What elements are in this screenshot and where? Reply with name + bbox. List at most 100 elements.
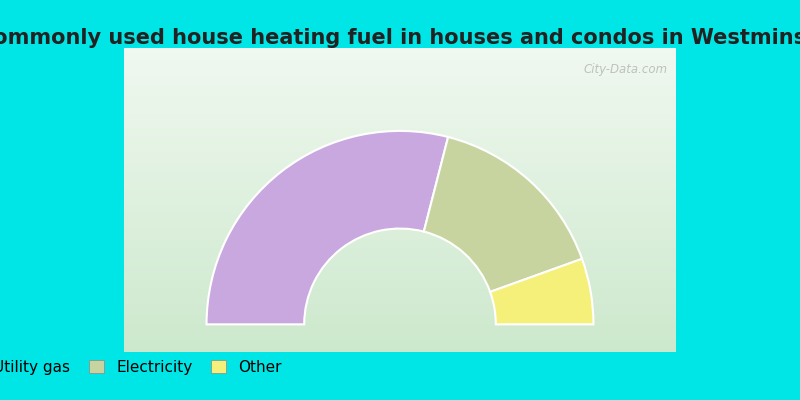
Bar [124, 331, 676, 332]
Bar [124, 136, 676, 138]
Bar [124, 270, 676, 272]
Bar [124, 138, 676, 139]
Bar [124, 121, 676, 122]
Bar [124, 267, 676, 268]
Bar [124, 171, 676, 173]
Bar [124, 48, 676, 50]
Bar [124, 177, 676, 179]
Bar [124, 344, 676, 346]
Bar [124, 294, 676, 296]
Bar [124, 107, 676, 109]
Bar [124, 106, 676, 107]
Bar [124, 211, 676, 212]
Bar [124, 306, 676, 308]
Bar [124, 285, 676, 287]
Bar [124, 59, 676, 60]
Bar [124, 142, 676, 144]
Bar [124, 276, 676, 278]
Bar [124, 341, 676, 343]
Bar [124, 148, 676, 150]
Bar [124, 223, 676, 224]
Bar [124, 264, 676, 265]
Bar [124, 261, 676, 262]
Bar [124, 350, 676, 352]
Bar [124, 75, 676, 77]
Bar [124, 346, 676, 348]
Bar [124, 80, 676, 82]
Bar [124, 82, 676, 83]
Bar [124, 71, 676, 72]
Bar [124, 153, 676, 154]
Bar [124, 52, 676, 54]
Bar [124, 126, 676, 127]
Bar [124, 150, 676, 151]
Bar [124, 311, 676, 312]
Bar [124, 218, 676, 220]
Bar [124, 183, 676, 185]
Bar [124, 113, 676, 115]
Bar [124, 130, 676, 132]
Bar [124, 253, 676, 255]
Bar [124, 343, 676, 344]
Bar [124, 296, 676, 297]
Bar [124, 224, 676, 226]
Bar [124, 332, 676, 334]
Bar [124, 328, 676, 329]
Bar [124, 314, 676, 316]
Bar [124, 310, 676, 311]
Bar [124, 188, 676, 189]
Bar [124, 258, 676, 259]
Bar [124, 124, 676, 126]
Bar [124, 170, 676, 171]
Bar [124, 300, 676, 302]
Bar [124, 297, 676, 299]
Bar [124, 240, 676, 241]
Bar [124, 144, 676, 145]
Bar [124, 164, 676, 165]
Bar [124, 109, 676, 110]
Bar [124, 158, 676, 159]
Bar [124, 66, 676, 68]
Bar [124, 133, 676, 135]
Bar [124, 212, 676, 214]
Bar [124, 244, 676, 246]
Bar [124, 236, 676, 238]
Bar [124, 135, 676, 136]
Bar [124, 115, 676, 116]
Bar [124, 234, 676, 235]
Bar [124, 185, 676, 186]
Bar [124, 51, 676, 52]
Bar [124, 348, 676, 349]
Bar [124, 329, 676, 331]
Bar [124, 173, 676, 174]
Wedge shape [424, 137, 582, 292]
Bar [124, 74, 676, 75]
Bar [124, 249, 676, 250]
Bar [124, 78, 676, 80]
Bar [124, 215, 676, 217]
Bar [124, 318, 676, 320]
Bar [124, 316, 676, 317]
Bar [124, 103, 676, 104]
Bar [124, 151, 676, 153]
Bar [124, 288, 676, 290]
Bar [124, 182, 676, 183]
Bar [124, 217, 676, 218]
Bar [124, 290, 676, 291]
Bar [124, 259, 676, 261]
Bar [124, 230, 676, 232]
Bar [124, 94, 676, 95]
Bar [124, 141, 676, 142]
Bar [124, 54, 676, 56]
Bar [124, 92, 676, 94]
Bar [124, 274, 676, 276]
Bar [124, 56, 676, 57]
Bar [124, 84, 676, 86]
Bar [124, 203, 676, 204]
Bar [124, 246, 676, 247]
Bar [124, 308, 676, 310]
Bar [124, 299, 676, 300]
Bar [124, 312, 676, 314]
Bar [124, 60, 676, 62]
Bar [124, 116, 676, 118]
